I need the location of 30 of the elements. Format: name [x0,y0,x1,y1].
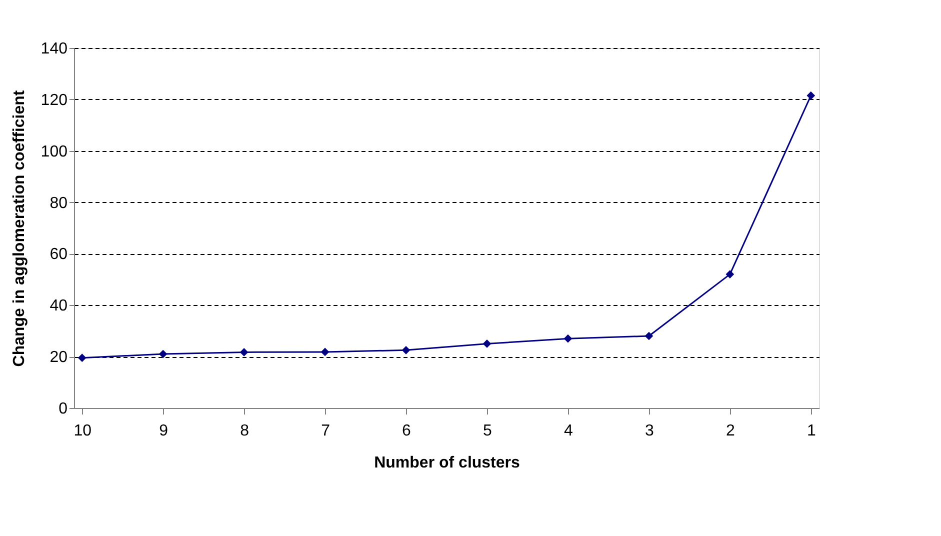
y-tick-label: 140 [40,40,68,58]
point [320,348,330,356]
x-tick-label: 5 [483,422,492,440]
x-tick-label: 7 [321,422,330,440]
point [482,340,492,348]
point [644,332,654,340]
x-tick-label: 10 [74,422,92,440]
x-tick-label: 9 [159,422,168,440]
y-tick-label: 0 [58,400,68,418]
x-tick-label: 3 [644,422,654,440]
x-tick-label: 4 [564,422,574,440]
x-tick-label: 2 [726,422,735,440]
x-tick-label: 1 [806,422,816,440]
x-tick-label: 6 [402,422,412,440]
y-tick-label: 20 [50,349,68,366]
point [564,334,572,343]
y-tick-label: 120 [40,92,68,109]
point [240,348,248,356]
x-axis-title: Number of clusters [374,454,520,472]
point [158,350,168,358]
y-tick-label: 40 [50,298,68,315]
y-tick-label: 100 [40,143,68,160]
y-tick-label: 60 [50,246,68,264]
x-tick-label: 8 [240,422,250,440]
y-axis-title: Change in agglomeration coefficient [10,90,28,367]
point [78,354,86,362]
point [402,346,410,354]
point [726,270,734,278]
point [806,91,816,100]
y-tick-label: 80 [50,194,68,212]
